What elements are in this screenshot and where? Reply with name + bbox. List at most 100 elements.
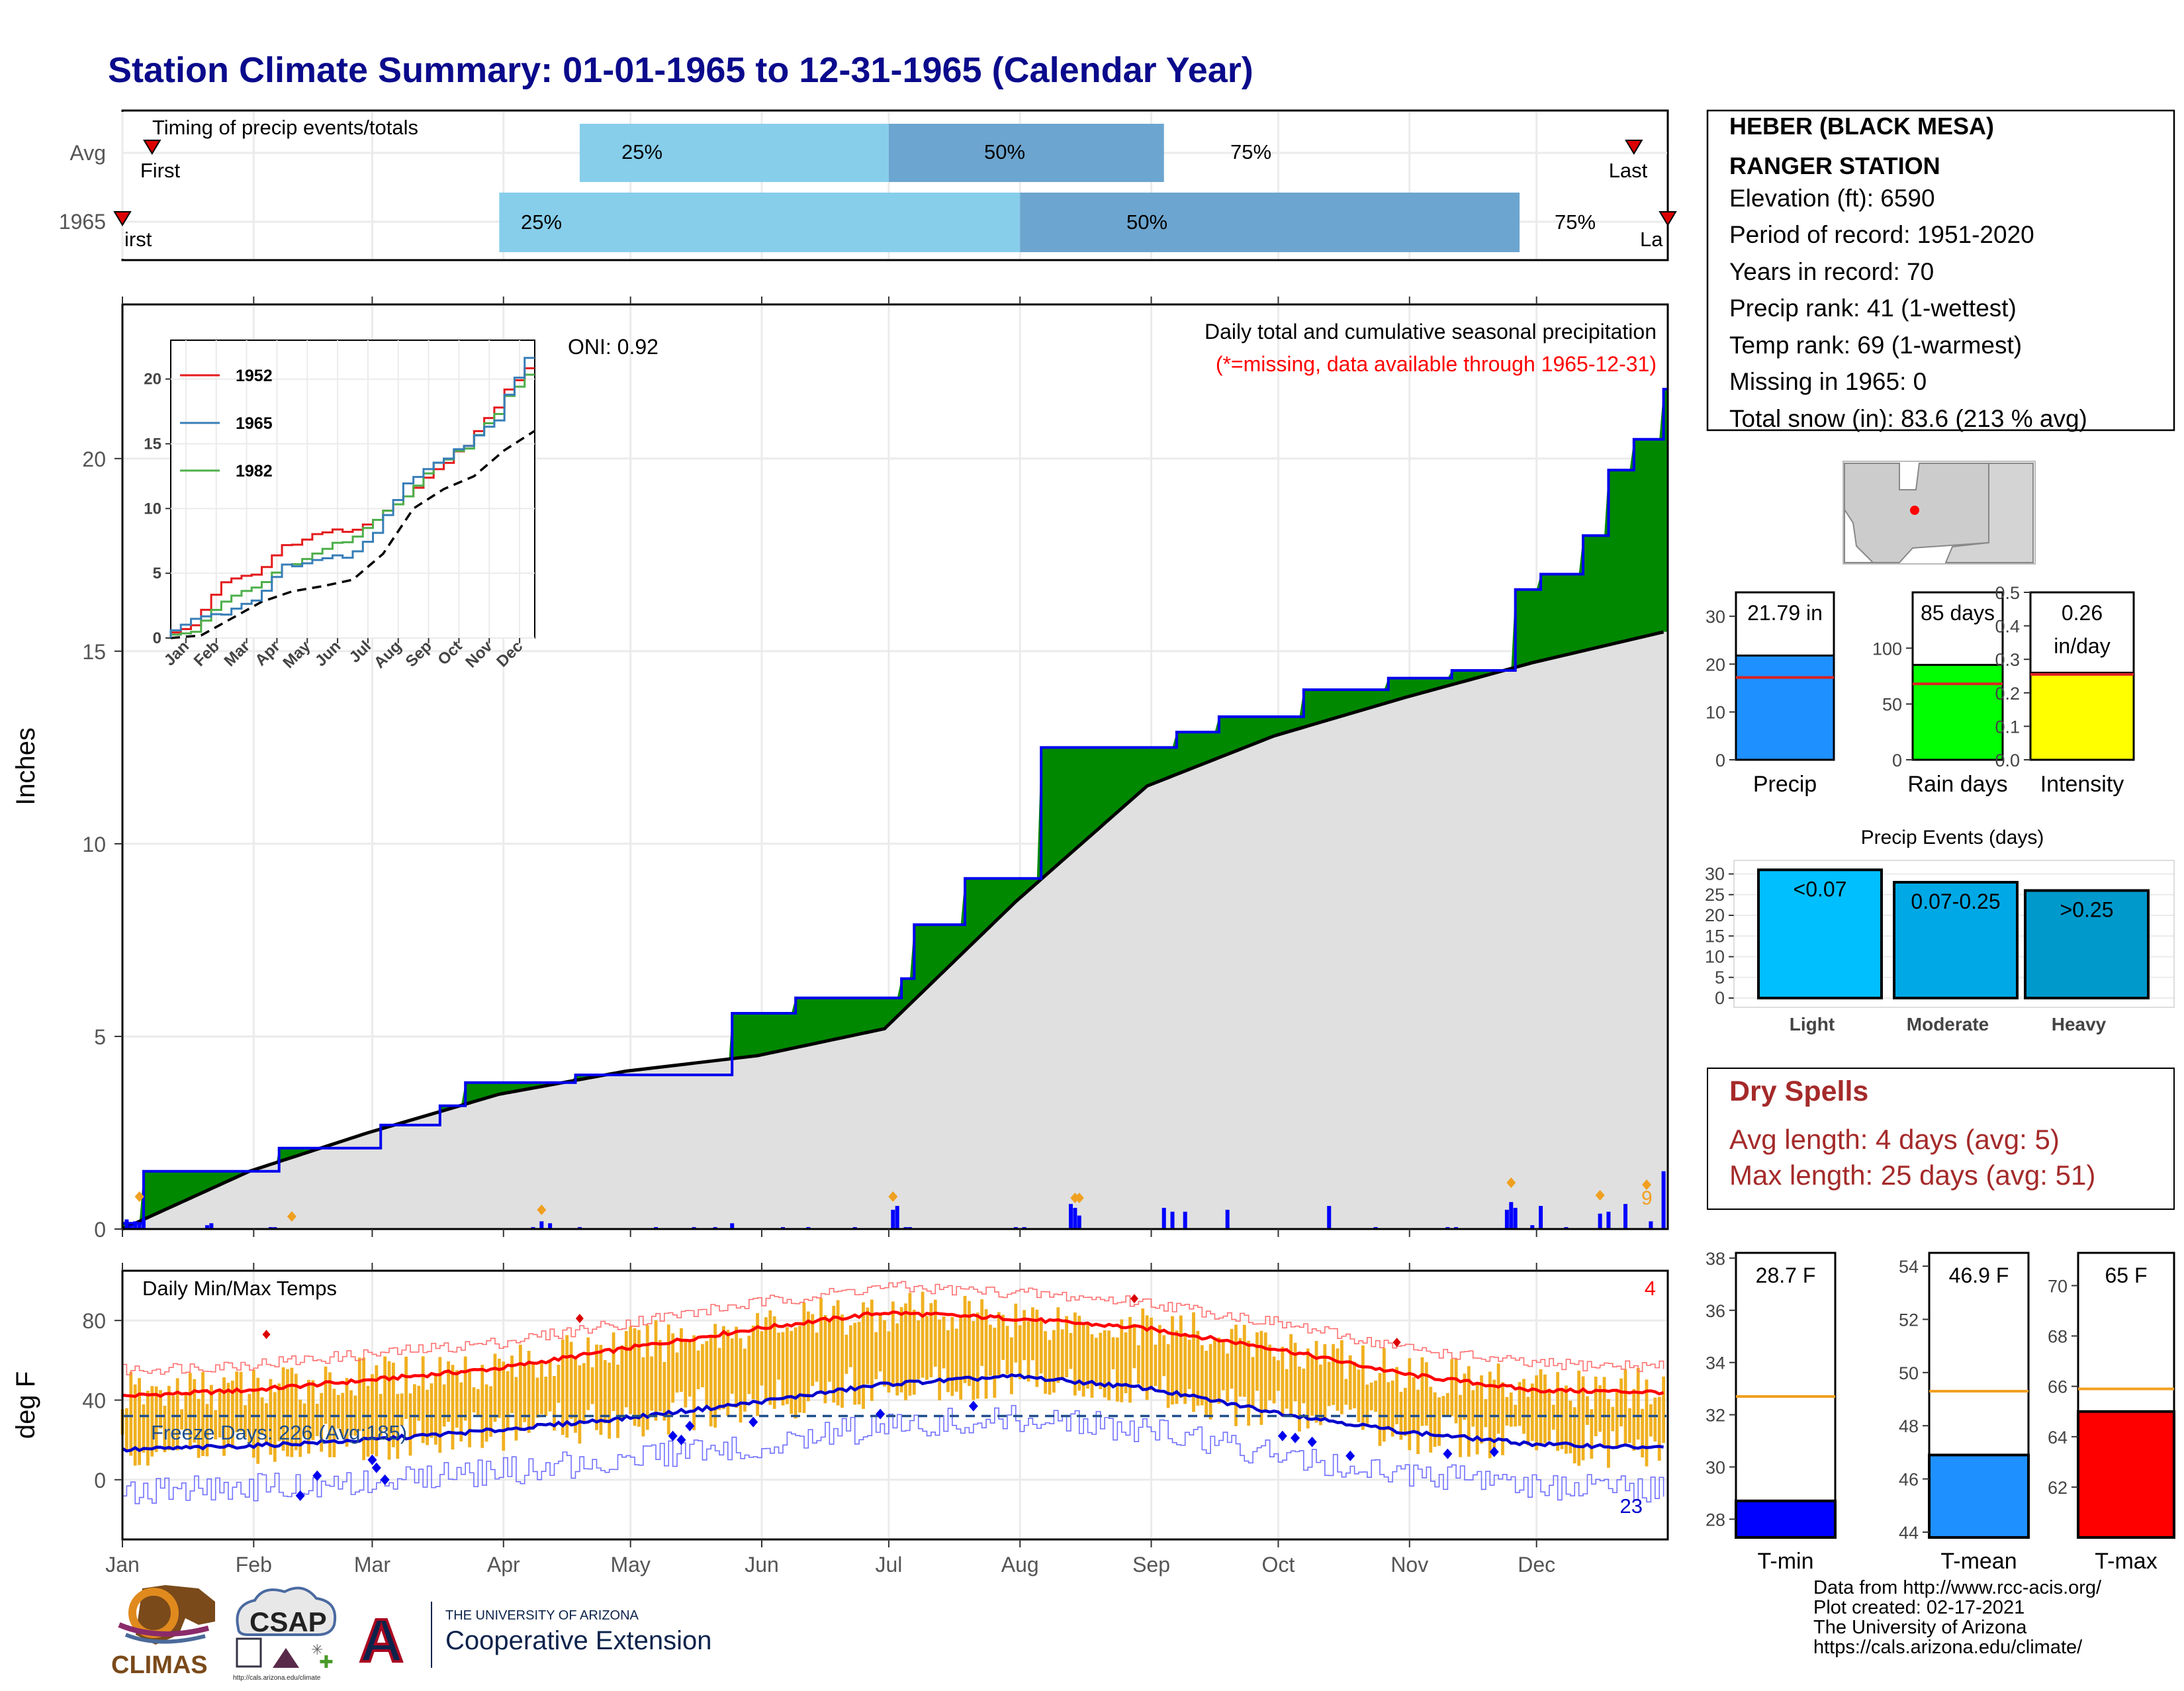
temp-day-bar	[476, 1389, 480, 1417]
record-low-marker	[1443, 1448, 1453, 1459]
precip-events-frame	[1733, 860, 2175, 1008]
summary-label: Rain days	[1907, 772, 2007, 797]
temp-day-bar	[1590, 1409, 1594, 1459]
temp-day-bar	[1480, 1375, 1483, 1444]
temp-day-bar	[315, 1403, 319, 1436]
temp-day-bar	[332, 1389, 336, 1457]
temp-day-bar	[548, 1359, 552, 1412]
temp-day-bar	[1124, 1332, 1128, 1393]
temp-day-bar	[1522, 1379, 1525, 1434]
temp-day-bar	[1496, 1363, 1500, 1434]
temp-day-bar	[1018, 1325, 1022, 1380]
average-high-line	[122, 1310, 1664, 1398]
temp-day-bar	[502, 1361, 506, 1451]
temp-day-bar	[1031, 1307, 1034, 1361]
temp-day-bar	[866, 1307, 870, 1385]
temp-day-bar	[705, 1341, 709, 1408]
temp-day-bar	[133, 1384, 137, 1466]
legend-1952: 1952	[236, 367, 273, 385]
summary-tick-label: 0.3	[1995, 650, 2020, 670]
avg-q2-bar	[888, 124, 1164, 182]
temp-day-bar	[1111, 1337, 1115, 1369]
dry-spells: Dry Spells Avg length: 4 days (avg: 5) M…	[1707, 1068, 2175, 1210]
event-category-label: Light	[1790, 1014, 1835, 1034]
temp-day-bar	[811, 1314, 815, 1387]
temp-day-bar	[1408, 1358, 1412, 1451]
daily-bar	[137, 1223, 142, 1229]
temp-day-bar	[662, 1361, 666, 1421]
station-temp-rank: Temp rank: 69 (1-warmest)	[1729, 332, 2022, 359]
month-tick-label: Jul	[875, 1553, 902, 1577]
temp-day-bar	[1390, 1380, 1394, 1437]
temp-day-bar	[1662, 1376, 1666, 1443]
summary-panel-precip: 0 10 20 30 21.79 in Precip	[1706, 591, 1835, 797]
temp-day-bar	[582, 1363, 586, 1422]
precip-ytick-label: 15	[82, 640, 106, 664]
summary-value-bar	[1911, 664, 2004, 761]
temp-day-bar	[1323, 1344, 1327, 1418]
temp-day-bar	[1594, 1376, 1598, 1437]
temp-day-bar	[976, 1312, 979, 1399]
station-years: Years in record: 70	[1729, 258, 1934, 285]
daily-bar	[548, 1223, 553, 1229]
temp-day-bar	[616, 1364, 619, 1438]
month-tick-label: Feb	[236, 1553, 272, 1577]
temp-record-marks	[262, 1294, 1499, 1501]
timing-markers	[113, 140, 1677, 226]
temp-day-bar	[954, 1328, 958, 1392]
temp-day-bar	[659, 1340, 662, 1412]
temp-panel: 0 40 80 Jan Feb Mar Apr May Jun Jul Aug Sep Oct Nov D…	[11, 1263, 1669, 1577]
temp-day-bar	[1369, 1383, 1373, 1410]
temp-day-bar	[201, 1372, 205, 1456]
month-tick-label: Sep	[1132, 1553, 1170, 1577]
cumulative-1965-line	[122, 388, 1668, 1225]
temp-day-bar	[239, 1371, 243, 1432]
daily-bar	[1649, 1221, 1653, 1229]
temp-day-bar	[366, 1385, 370, 1457]
station-info-frame	[1706, 109, 2175, 432]
temp-day-bar	[527, 1351, 531, 1434]
temp-day-bar	[514, 1377, 518, 1441]
temp-day-bar	[1285, 1369, 1289, 1409]
temp-day-bar	[751, 1325, 755, 1400]
year-last-label: La	[1640, 228, 1663, 251]
temp-day-bar	[1459, 1394, 1462, 1457]
temp-summary-tick-label: 28	[1706, 1510, 1725, 1530]
temp-day-bar	[480, 1365, 484, 1448]
temp-day-bar	[629, 1326, 633, 1414]
temp-day-bar	[1467, 1366, 1471, 1457]
temp-day-bar	[972, 1321, 976, 1400]
temp-day-bar	[1437, 1397, 1441, 1446]
temp-summary-label: T-max	[2095, 1549, 2157, 1574]
event-category-label: Moderate	[1907, 1014, 1989, 1034]
summary-tick-label: 0.4	[1995, 617, 2020, 637]
dry-spells-max: Max length: 25 days (avg: 51)	[1729, 1160, 2095, 1191]
temp-day-bar	[248, 1394, 251, 1443]
summary-tick-label: 30	[1706, 607, 1725, 627]
temp-day-bar	[968, 1301, 971, 1387]
station-info: HEBER (BLACK MESA) RANGER STATION Elevat…	[1706, 109, 2175, 432]
csap-grid-icon	[236, 1637, 262, 1668]
temp-summary-tick-label: 70	[2048, 1276, 2068, 1296]
csap-cactus-icon: ✚	[319, 1652, 334, 1672]
temp-day-bar	[1158, 1324, 1161, 1390]
temp-summary-tick-label: 64	[2048, 1428, 2068, 1447]
temp-day-bar	[1641, 1408, 1645, 1458]
summary-tick-label: 0.2	[1995, 684, 2020, 704]
precip-ytick-label: 10	[82, 833, 106, 856]
temp-day-bar	[1353, 1361, 1357, 1408]
avg-p75-label: 75%	[1230, 140, 1271, 163]
temp-day-bar	[578, 1365, 582, 1444]
temp-ytick-label: 40	[82, 1389, 106, 1412]
temp-day-bar	[357, 1357, 361, 1432]
temp-day-bar	[506, 1371, 510, 1428]
timing-bars	[499, 124, 1520, 252]
summary-tick-label: 10	[1706, 703, 1725, 723]
snow-marks	[134, 1177, 1652, 1222]
record-low-marker	[312, 1470, 322, 1481]
ua-big-text: Cooperative Extension	[445, 1626, 711, 1655]
temp-day-bar	[1581, 1376, 1585, 1461]
temp-day-bar	[760, 1331, 764, 1386]
month-tick-label: Mar	[354, 1553, 390, 1577]
